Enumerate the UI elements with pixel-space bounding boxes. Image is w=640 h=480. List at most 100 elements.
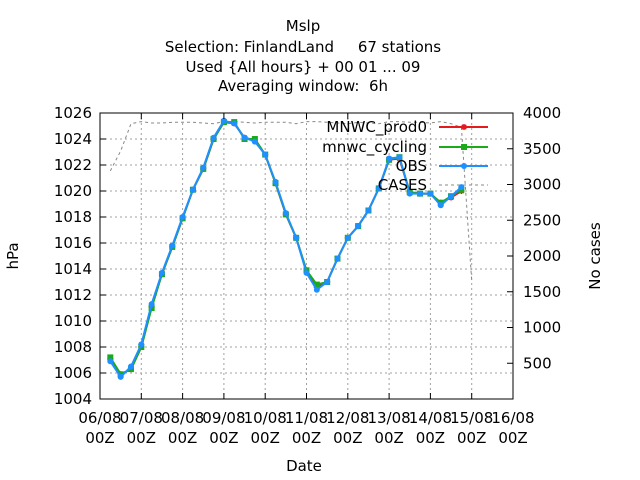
x-tick-label: 10/08 [244, 409, 287, 427]
data-point-obs [251, 138, 258, 145]
y-tick-label: 1004 [54, 390, 92, 408]
x-tick-label: 09/08 [202, 409, 245, 427]
x-tick-label: 13/08 [367, 409, 410, 427]
series-layer [107, 117, 473, 380]
y-tick-label: 1026 [54, 104, 92, 122]
x-tick-label: 14/08 [409, 409, 452, 427]
series-line-cases [109, 121, 473, 282]
data-point-obs [241, 134, 248, 141]
data-point-obs [417, 190, 424, 197]
data-point-obs [220, 117, 227, 124]
x-axis-label: Date [286, 457, 322, 475]
legend-label-cases: CASES [378, 176, 427, 194]
data-point-mnwc-cycling [107, 354, 114, 361]
data-point-obs [262, 151, 269, 158]
y2-tick-label: 2500 [523, 211, 561, 229]
legend-marker-mnwc-prod0 [461, 124, 467, 130]
x-tick-label: 11/08 [285, 409, 328, 427]
chart-title: Mslp Selection: FinlandLand 67 stations … [165, 17, 441, 95]
x-tick-label: 12/08 [326, 409, 369, 427]
data-point-obs [344, 234, 351, 241]
y2-tick-label: 1500 [523, 283, 561, 301]
y2-tick-label: 1000 [523, 319, 561, 337]
data-point-obs [303, 269, 310, 276]
x-tick-label: 00Z [498, 429, 527, 447]
data-point-obs [272, 178, 279, 185]
x-tick-label: 00Z [168, 429, 197, 447]
x-tick-label: 00Z [209, 429, 238, 447]
plot-frame [99, 112, 514, 400]
data-point-obs [386, 155, 393, 162]
y-tick-label: 1012 [54, 286, 92, 304]
x-tick-label: 00Z [292, 429, 321, 447]
data-point-obs [355, 223, 362, 230]
x-tick-label: 00Z [457, 429, 486, 447]
data-point-obs [334, 255, 341, 262]
x-tick-label: 00Z [333, 429, 362, 447]
data-point-obs [365, 207, 372, 214]
y2-tick-label: 3000 [523, 176, 561, 194]
title-line-2: Selection: FinlandLand 67 stations [165, 38, 441, 56]
grid-lines [100, 113, 513, 399]
data-point-obs [427, 190, 434, 197]
y2-axis-label: No cases [586, 222, 604, 290]
legend-marker-mnwc-cycling [461, 144, 467, 150]
y2-tick-label: 2000 [523, 247, 561, 265]
data-point-obs [313, 286, 320, 293]
x-tick-label: 00Z [374, 429, 403, 447]
legend-label-mnwc-prod0: MNWC_prod0 [326, 118, 427, 137]
y-tick-label: 1006 [54, 364, 92, 382]
axis-ticks: 06/08 00Z 07/08 00Z 08/08 00Z 09/08 00Z 10/08 00Z… [54, 104, 561, 447]
data-point-obs [127, 363, 134, 370]
y-tick-label: 1024 [54, 130, 92, 148]
data-point-obs [282, 210, 289, 217]
data-point-mnwc-cycling [313, 281, 320, 288]
data-point-obs [169, 242, 176, 249]
x-tick-label: 00Z [85, 429, 114, 447]
data-point-obs [231, 120, 238, 127]
y-tick-label: 1016 [54, 234, 92, 252]
data-point-obs [107, 358, 114, 365]
x-tick-label: 15/08 [450, 409, 493, 427]
data-point-obs [437, 202, 444, 209]
x-tick-label: 16/08 [491, 409, 534, 427]
title-line-1: Mslp [286, 17, 320, 35]
x-tick-label: 07/08 [120, 409, 163, 427]
x-tick-label: 00Z [416, 429, 445, 447]
x-tick-label: 08/08 [161, 409, 204, 427]
y-axis-label: hPa [4, 242, 22, 269]
title-line-3: Used {All hours} + 00 01 ... 09 [186, 58, 421, 76]
data-point-obs [458, 184, 465, 191]
data-point-obs [179, 214, 186, 220]
data-point-obs [448, 193, 455, 200]
x-tick-label: 00Z [127, 429, 156, 447]
data-point-obs [117, 373, 124, 380]
y-tick-label: 1014 [54, 260, 92, 278]
x-tick-label: 06/08 [78, 409, 121, 427]
data-point-obs [200, 164, 207, 171]
y-tick-label: 1008 [54, 338, 92, 356]
x-tick-label: 00Z [251, 429, 280, 447]
y2-tick-label: 3500 [523, 140, 561, 158]
data-point-obs [138, 341, 145, 348]
y-tick-label: 1022 [54, 156, 92, 174]
data-point-obs [375, 185, 382, 192]
data-point-obs [396, 154, 403, 161]
legend-marker-obs [461, 163, 467, 169]
data-point-obs [293, 234, 300, 241]
data-point-obs [324, 279, 331, 285]
data-point-obs [158, 269, 165, 276]
data-point-obs [406, 190, 413, 197]
y2-tick-label: 500 [523, 354, 552, 372]
data-point-obs [210, 134, 217, 141]
data-point-obs [189, 186, 196, 193]
y-tick-label: 1018 [54, 208, 92, 226]
y-tick-label: 1020 [54, 182, 92, 200]
y2-tick-label: 4000 [523, 104, 561, 122]
y-tick-label: 1010 [54, 312, 92, 330]
data-point-obs [148, 301, 155, 308]
legend-label-obs: OBS [396, 157, 427, 175]
legend-label-mnwc-cycling: mnwc_cycling [322, 138, 427, 157]
